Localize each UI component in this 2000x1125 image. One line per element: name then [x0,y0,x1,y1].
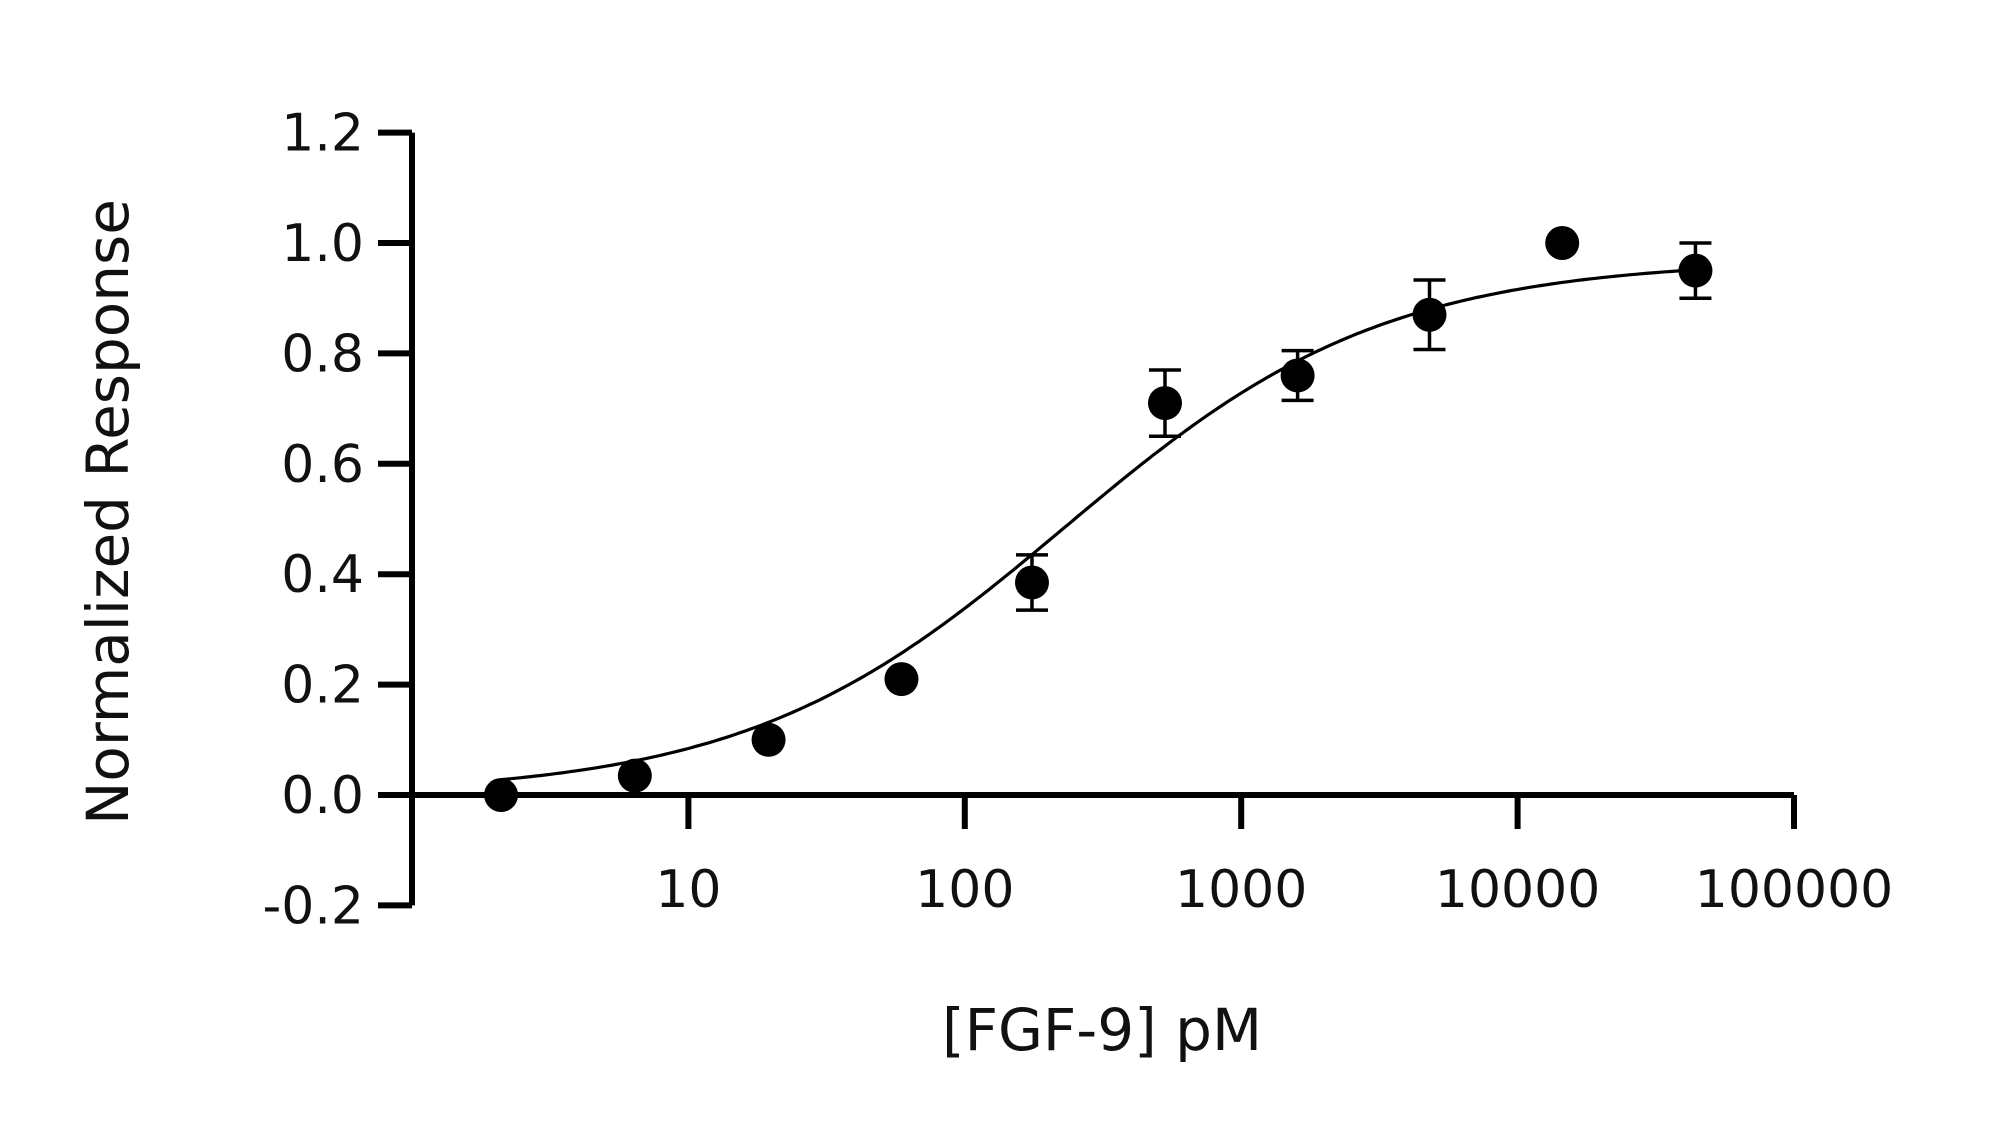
y-tick-label: 0.0 [281,766,364,826]
y-tick-label: 1.2 [281,104,364,164]
error-bars [1015,241,1712,612]
data-point [751,722,786,757]
y-axis-title: Normalized Response [74,199,142,825]
data-point [884,662,919,697]
x-tick-label: 1000 [1175,860,1307,920]
y-tick-label: 1.0 [281,214,364,274]
x-tick-label: 100000 [1695,860,1894,920]
fit-curve [500,268,1696,782]
fit-curve-layer [500,268,1696,782]
data-point [1412,297,1447,332]
y-tick-label: -0.2 [263,876,364,936]
data-point [1545,226,1580,260]
y-tick-label: 0.4 [281,545,364,605]
data-points [484,226,1713,812]
data-point [1678,253,1713,288]
x-tick-label: 10 [655,860,721,920]
y-tick-label: 0.6 [281,435,364,495]
x-axis-title: [FGF-9] pM [942,996,1262,1064]
data-point [617,758,652,793]
y-tick-label: 0.2 [281,656,364,716]
y-tick-label: 0.8 [281,324,364,384]
x-tick-label: 100 [915,860,1014,920]
axes: -0.2 0.0 0.2 0.4 0.6 0.8 1.0 1.2 10 100 1000 10000 1… [263,104,1894,937]
data-point [1147,386,1182,421]
data-point [484,778,519,812]
data-point [1014,565,1049,600]
x-tick-label: 10000 [1435,860,1600,920]
data-point [1280,358,1315,393]
